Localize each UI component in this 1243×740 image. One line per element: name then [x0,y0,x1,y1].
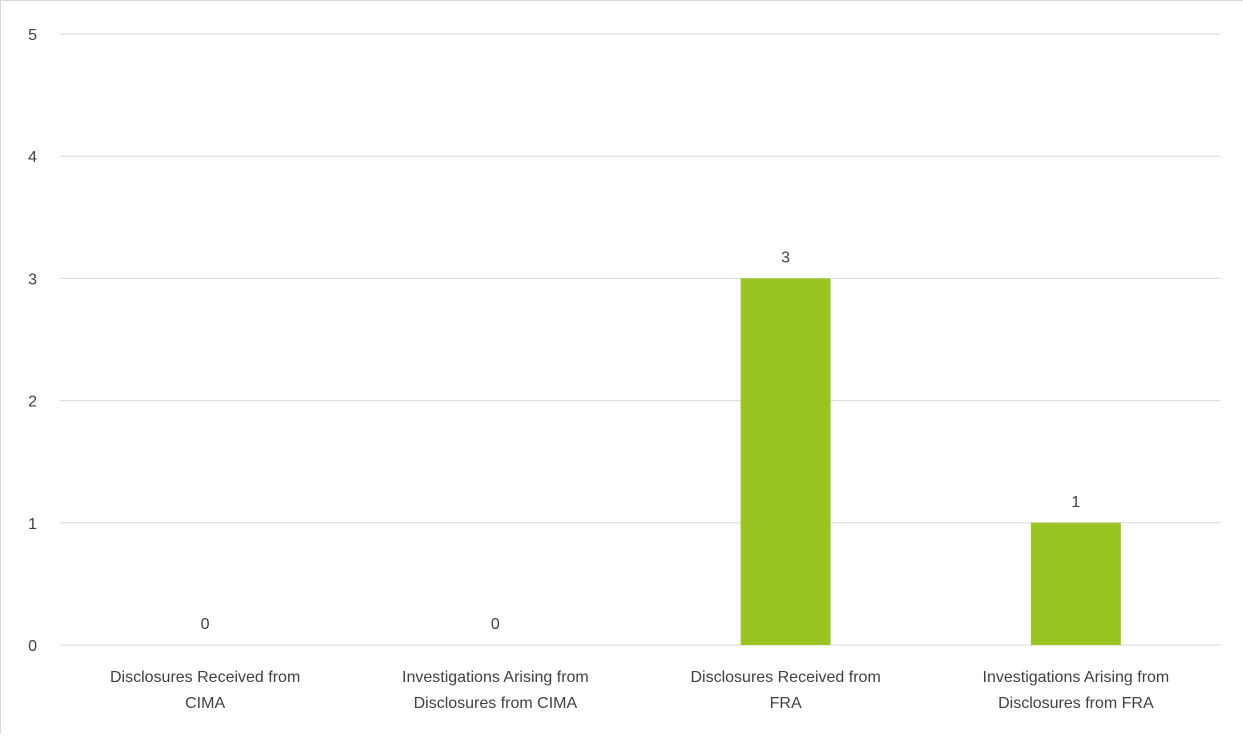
data-labels: 0 0 3 1 [201,249,1081,633]
x-category-label: Disclosures from FRA [998,695,1154,712]
y-tick-label: 2 [28,394,37,411]
x-category-label: CIMA [185,695,225,712]
data-label: 0 [491,616,500,633]
data-label: 3 [781,249,790,266]
bars [740,278,1121,645]
y-tick-label: 0 [28,638,37,655]
data-label: 0 [201,616,210,633]
y-tick-label: 1 [28,516,37,533]
x-category-label: Disclosures Received from [110,669,300,686]
x-category-label: Investigations Arising from [983,669,1170,686]
bar [1030,522,1121,645]
gridlines [60,33,1221,646]
y-tick-label: 5 [28,27,37,44]
x-category-label: Disclosures from CIMA [414,695,578,712]
data-label: 1 [1071,494,1080,511]
y-axis-tick-labels: 0 1 2 3 4 5 [28,27,37,655]
x-axis-category-labels: Disclosures Received from CIMA Investigati… [110,669,1169,712]
bar [740,278,831,645]
y-tick-label: 3 [28,271,37,288]
x-category-label: Investigations Arising from [402,669,589,686]
y-tick-label: 4 [28,149,37,166]
x-category-label: Disclosures Received from [690,669,880,686]
x-category-label: FRA [770,695,802,712]
